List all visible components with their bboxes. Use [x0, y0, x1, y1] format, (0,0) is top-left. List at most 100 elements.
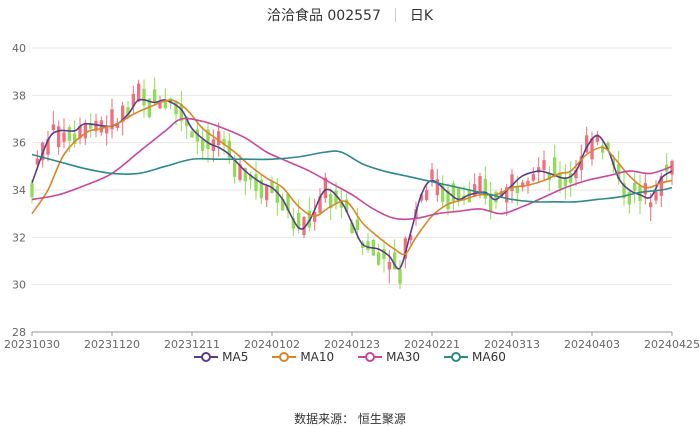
candle-body — [435, 179, 439, 196]
x-tick-label: 20240425 — [644, 338, 700, 351]
candle-body — [446, 190, 450, 210]
series-line-ma60 — [31, 150, 673, 203]
candle-body — [526, 180, 530, 186]
candle-body — [387, 261, 391, 270]
candle-body — [291, 218, 295, 229]
candle-body — [521, 182, 525, 188]
candle-body — [57, 126, 61, 148]
candle-body — [377, 252, 381, 265]
x-tick-label: 20240123 — [324, 338, 380, 351]
candle-body — [169, 98, 173, 104]
candle-body — [206, 129, 210, 150]
candle-body — [339, 200, 343, 208]
candle-body — [542, 160, 546, 170]
y-tick-label: 30 — [12, 279, 26, 292]
candle-body — [659, 175, 663, 196]
candle-body — [35, 158, 39, 165]
candle-body — [227, 140, 231, 158]
candle-body — [457, 188, 461, 201]
legend-item-ma60[interactable]: MA60 — [444, 350, 506, 364]
candle-body — [254, 174, 258, 192]
candle-body — [483, 178, 487, 199]
y-tick-label: 28 — [12, 326, 26, 339]
x-tick-label: 20240313 — [484, 338, 540, 351]
x-tick-label: 20240403 — [564, 338, 620, 351]
candle-body — [382, 249, 386, 259]
candle-body — [638, 185, 642, 202]
candle-body — [51, 124, 55, 131]
candle-body — [94, 120, 98, 131]
candle-body — [275, 185, 279, 203]
series-line-ma5 — [31, 98, 673, 270]
candle-body — [478, 176, 482, 194]
legend-label: MA5 — [222, 350, 249, 364]
candle-body — [606, 142, 610, 150]
candle-body — [286, 193, 290, 211]
legend-marker-icon — [194, 352, 219, 362]
candle-body — [419, 194, 423, 201]
candle-body — [105, 126, 109, 134]
candle-body — [281, 198, 285, 211]
chart-title: 洽洽食品 002557 日K — [0, 4, 700, 26]
legend-item-ma30[interactable]: MA30 — [358, 350, 420, 364]
candle-body — [73, 133, 77, 145]
candle-body — [398, 268, 402, 284]
candle-body — [654, 191, 658, 201]
legend-label: MA10 — [300, 350, 335, 364]
candle-body — [243, 167, 247, 182]
chart-legend[interactable]: MA5 MA10 MA30 MA60 — [0, 348, 700, 366]
candle-body — [595, 134, 599, 142]
candle-body — [505, 187, 509, 203]
y-tick-label: 32 — [12, 231, 26, 244]
candle-body — [393, 252, 397, 270]
candle-body — [558, 172, 562, 189]
candle-body — [201, 139, 205, 151]
candle-body — [627, 191, 631, 205]
candle-body — [334, 190, 338, 205]
candle-body — [158, 102, 162, 109]
candle-body — [67, 127, 71, 141]
candle-body — [121, 105, 125, 122]
candle-body — [217, 131, 221, 146]
candle-body — [259, 179, 263, 199]
series-line-ma30 — [31, 117, 673, 221]
candle-body — [601, 145, 605, 153]
title-separator — [394, 8, 396, 22]
candle-body — [670, 160, 674, 175]
data-source: 数据来源： 恒生聚源 — [294, 412, 406, 426]
candle-body — [153, 89, 157, 103]
candle-body — [350, 222, 354, 234]
candle-body — [307, 210, 311, 228]
candle-body — [441, 184, 445, 202]
candle-body — [174, 101, 178, 115]
candle-body — [238, 164, 242, 180]
y-tick-label: 34 — [12, 184, 26, 197]
y-tick-label: 38 — [12, 89, 26, 102]
candle-body — [179, 104, 183, 122]
candle-body — [585, 135, 589, 153]
candle-body — [569, 173, 573, 184]
candle-body — [163, 99, 167, 109]
x-tick-label: 20240221 — [404, 338, 460, 351]
x-tick-label: 20231120 — [84, 338, 140, 351]
candle-body — [355, 219, 359, 230]
candle-body — [313, 211, 317, 222]
candle-body — [195, 129, 199, 142]
candle-body — [574, 169, 578, 179]
legend-item-ma5[interactable]: MA5 — [194, 350, 248, 364]
candle-body — [297, 212, 301, 229]
candle-body — [499, 191, 503, 198]
candle-body — [579, 156, 583, 171]
candle-body — [473, 184, 477, 197]
candle-body — [329, 194, 333, 209]
candle-body — [110, 109, 114, 130]
x-tick-label: 20240102 — [244, 338, 300, 351]
legend-item-ma10[interactable]: MA10 — [272, 350, 334, 364]
legend-marker-icon — [358, 352, 383, 362]
candle-body — [617, 164, 621, 180]
candle-body — [345, 199, 349, 212]
candle-body — [467, 189, 471, 203]
candle-body — [131, 93, 135, 107]
candle-body — [233, 160, 237, 177]
